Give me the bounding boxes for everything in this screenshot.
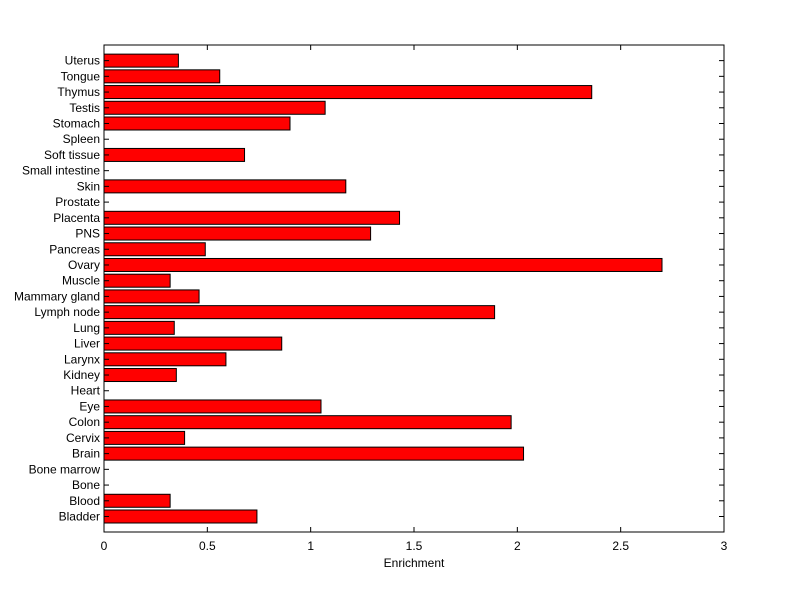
category-label: Kidney bbox=[63, 368, 100, 382]
category-label: Stomach bbox=[53, 117, 100, 131]
category-label: Uterus bbox=[65, 54, 100, 68]
category-label: Cervix bbox=[66, 431, 100, 445]
bar-lung bbox=[103, 320, 175, 335]
category-label: Thymus bbox=[57, 85, 100, 99]
bar-pns bbox=[103, 226, 372, 241]
category-label: Mammary gland bbox=[14, 289, 100, 303]
category-label: Larynx bbox=[64, 352, 100, 366]
bar-colon bbox=[103, 415, 512, 430]
bar-soft-tissue bbox=[103, 147, 246, 162]
bar-skin bbox=[103, 179, 347, 194]
bar-mammary-gland bbox=[103, 289, 200, 304]
bar-tongue bbox=[103, 69, 221, 84]
bar-ovary bbox=[103, 257, 663, 272]
category-label: Colon bbox=[69, 415, 100, 429]
category-label: Tongue bbox=[61, 69, 101, 83]
category-label: Muscle bbox=[62, 274, 100, 288]
category-label: Blood bbox=[69, 494, 100, 508]
bar-liver bbox=[103, 336, 283, 351]
category-label: PNS bbox=[75, 227, 100, 241]
x-tick-labels-group: 0 0.5 1 1.5 2 2.5 3 bbox=[101, 539, 728, 553]
category-label: Soft tissue bbox=[44, 148, 100, 162]
category-label: Heart bbox=[71, 384, 101, 398]
bar-pancreas bbox=[103, 242, 206, 257]
category-label: Small intestine bbox=[22, 164, 100, 178]
x-tick-label: 1 bbox=[307, 539, 314, 553]
category-label: Testis bbox=[69, 101, 100, 115]
x-tick-label: 0 bbox=[101, 539, 108, 553]
bar-placenta bbox=[103, 210, 401, 225]
category-label: Ovary bbox=[68, 258, 100, 272]
bar-stomach bbox=[103, 116, 291, 131]
category-label: Pancreas bbox=[49, 242, 100, 256]
bar-uterus bbox=[103, 53, 179, 68]
bars-group bbox=[103, 53, 663, 524]
x-tick-label: 0.5 bbox=[199, 539, 216, 553]
bar-muscle bbox=[103, 273, 171, 288]
x-axis-label: Enrichment bbox=[384, 556, 445, 570]
bar-blood bbox=[103, 493, 171, 508]
bar-brain bbox=[103, 446, 525, 461]
category-label: Spleen bbox=[63, 132, 100, 146]
category-label: Brain bbox=[72, 447, 100, 461]
category-label: Placenta bbox=[53, 211, 100, 225]
category-label: Prostate bbox=[55, 195, 100, 209]
category-label: Bladder bbox=[59, 510, 100, 524]
bar-larynx bbox=[103, 352, 227, 367]
bar-eye bbox=[103, 399, 322, 414]
bar-cervix bbox=[103, 430, 186, 445]
bar-kidney bbox=[103, 368, 177, 383]
bar-thymus bbox=[103, 85, 593, 100]
x-tick-label: 2.5 bbox=[612, 539, 629, 553]
category-label: Skin bbox=[77, 179, 100, 193]
ticks-group bbox=[103, 45, 725, 532]
bar-lymph-node bbox=[103, 305, 496, 320]
category-label: Liver bbox=[74, 337, 100, 351]
category-label: Lung bbox=[73, 321, 100, 335]
x-tick-label: 1.5 bbox=[406, 539, 423, 553]
x-tick-label: 2 bbox=[514, 539, 521, 553]
category-label: Bone marrow bbox=[29, 462, 101, 476]
bar-testis bbox=[103, 100, 326, 115]
category-label: Bone bbox=[72, 478, 100, 492]
category-label: Lymph node bbox=[34, 305, 100, 319]
x-tick-label: 3 bbox=[721, 539, 728, 553]
category-label: Eye bbox=[79, 399, 100, 413]
bar-bladder bbox=[103, 509, 258, 524]
